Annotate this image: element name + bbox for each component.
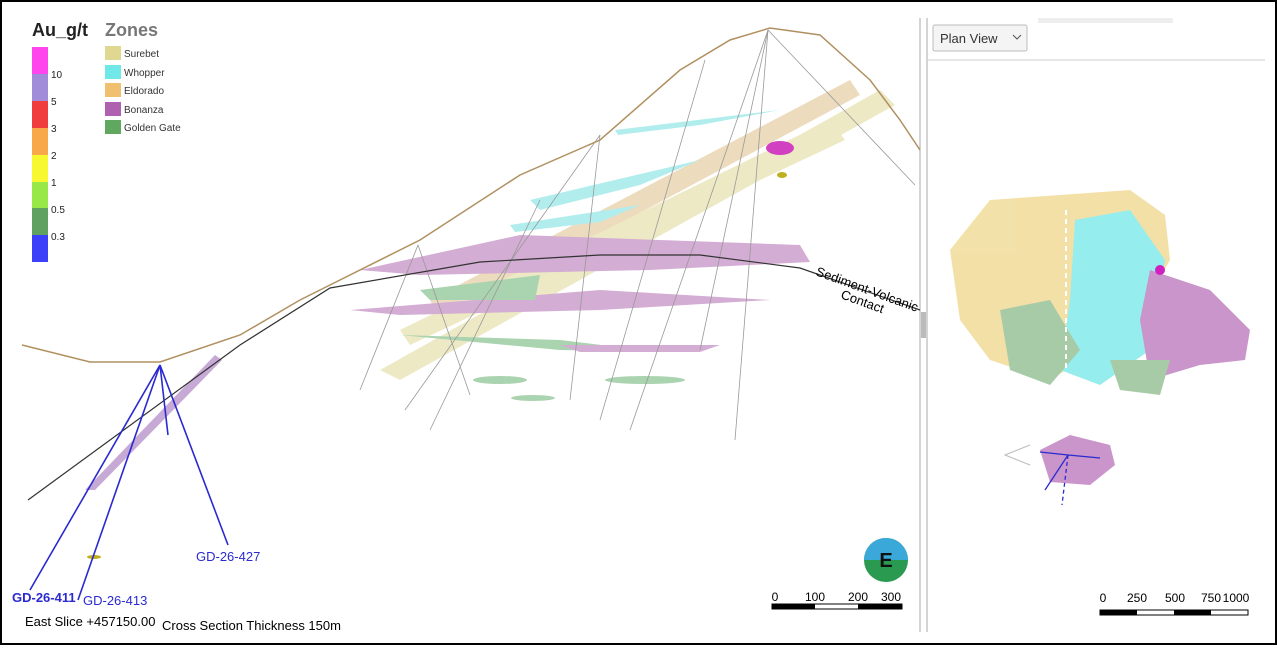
bonanza-zone: [350, 290, 770, 315]
color-ramp: [32, 47, 48, 262]
hole-label: GD-26-411: [12, 590, 76, 605]
bonanza-zone: [360, 235, 810, 275]
bonanza-zone: [560, 345, 720, 352]
hole-label: GD-26-413: [83, 593, 147, 608]
zone-label: Golden Gate: [124, 123, 181, 134]
direction-arrow: [1003, 444, 1031, 466]
plan-scale-label: 750: [1201, 591, 1221, 605]
legend-label: 1: [51, 178, 57, 189]
assay-marker: [766, 141, 794, 155]
legend-title: Au_g/t: [32, 20, 88, 40]
surebet-zone: [400, 120, 845, 345]
scale-label: 0: [772, 590, 779, 604]
compass-top: [864, 538, 908, 560]
scale-label: 200: [848, 590, 868, 604]
legend-label: 0.3: [51, 232, 65, 243]
splitter-handle[interactable]: [921, 312, 926, 338]
section-zones: [85, 80, 895, 490]
zone-swatch: [105, 83, 121, 97]
whopper-zone: [530, 160, 700, 210]
golden-gate-zone: [420, 275, 540, 300]
golden-gate-zone: [400, 335, 660, 352]
compass-label: E: [879, 550, 892, 572]
eldorado-zone: [430, 80, 860, 320]
legend-label: 5: [51, 97, 57, 108]
zone-label: Whopper: [124, 68, 165, 79]
scale-label: 100: [805, 590, 825, 604]
legend-label: 0.5: [51, 205, 65, 216]
scale-bar: [771, 603, 903, 610]
plan-zones: [950, 190, 1250, 485]
plan-scale-label: 0: [1100, 591, 1107, 605]
plan-marker: [1155, 265, 1165, 275]
zone-swatch: [105, 46, 121, 60]
plan-holes: [1039, 451, 1101, 506]
zone-swatch: [105, 65, 121, 79]
plan-scale-label: 500: [1165, 591, 1185, 605]
golden-gate-zone: [511, 395, 555, 401]
slice-label: East Slice +457150.00: [25, 614, 155, 629]
drill-traces: [359, 29, 916, 441]
thickness-label: Cross Section Thickness 150m: [162, 618, 341, 633]
whopper-zone: [615, 110, 780, 135]
dropdown-label: Plan View: [940, 31, 998, 46]
assay-marker: [87, 555, 101, 559]
zone-label: Surebet: [124, 49, 159, 60]
legend-label: 3: [51, 124, 57, 135]
plan-scale-label: 1000: [1223, 591, 1250, 605]
bonanza-zone: [85, 355, 222, 490]
plan-scale-label: 250: [1127, 591, 1147, 605]
contact-line: [27, 254, 921, 501]
zones-title: Zones: [105, 20, 158, 40]
legend-label: 2: [51, 151, 57, 162]
whopper-zone: [510, 205, 640, 232]
golden-gate-zone: [473, 376, 527, 384]
hole-label: GD-26-427: [196, 549, 260, 564]
zone-swatch: [105, 120, 121, 134]
zone-label: Bonanza: [124, 105, 164, 116]
drill-holes: [29, 364, 229, 601]
surebet-zone: [380, 90, 895, 380]
dropdown-arrow: [1012, 34, 1022, 40]
view-dropdown[interactable]: [932, 24, 1028, 52]
golden-gate-zone: [605, 376, 685, 384]
assay-marker: [777, 172, 787, 178]
plan-scale-bar: [1099, 609, 1249, 616]
zone-label: Eldorado: [124, 86, 164, 97]
zone-swatch: [105, 102, 121, 116]
topography: [21, 27, 921, 363]
legend-label: 10: [51, 70, 63, 81]
toolbar-strip: [1038, 18, 1173, 23]
scale-label: 300: [881, 590, 901, 604]
